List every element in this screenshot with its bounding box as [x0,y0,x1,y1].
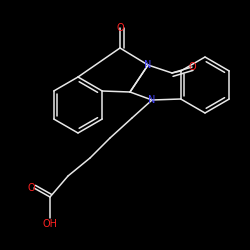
Text: N: N [148,95,156,105]
Text: O: O [27,183,35,193]
Text: O: O [116,23,124,33]
Text: OH: OH [42,219,58,229]
Text: O: O [188,62,196,72]
Text: N: N [144,60,152,70]
